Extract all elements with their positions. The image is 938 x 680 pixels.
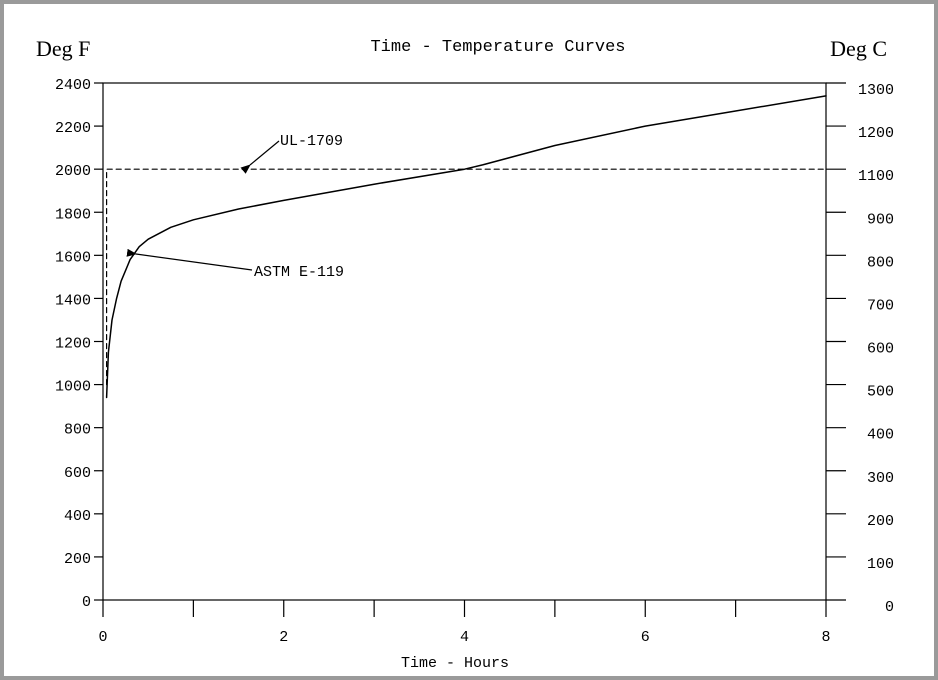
y-left-tick-label: 200 (64, 551, 91, 568)
y-left-tick-label: 1800 (55, 206, 91, 223)
y-left-tick-label: 2200 (55, 120, 91, 137)
y-left-tick-label: 1400 (55, 292, 91, 309)
y-left-tick-label: 2400 (55, 77, 91, 94)
y-left-tick-label: 0 (82, 594, 91, 611)
astm-e119-annotation: ASTM E-119 (254, 264, 344, 281)
y-left-tick-label: 800 (64, 422, 91, 439)
y-right-axis-title: Deg C (830, 36, 887, 61)
plot-area-border (102, 82, 827, 601)
y-right-tick-label: 200 (867, 513, 894, 530)
y-left-tick-label: 1600 (55, 249, 91, 266)
series-layer (105, 95, 827, 399)
x-axis-title: Time - Hours (401, 655, 509, 672)
y-right-tick-label: 100 (867, 556, 894, 573)
y-left-tick-label: 400 (64, 508, 91, 525)
y-right-tick-label: 1300 (858, 82, 894, 99)
x-tick-label: 4 (460, 629, 469, 646)
y-left-axis-title: Deg F (36, 36, 90, 61)
y-left-tick-label: 1200 (55, 336, 91, 353)
y-right-tick-label: 0 (885, 599, 894, 616)
y-right-tick-label: 900 (867, 211, 894, 228)
astm-e119-annotation-arrow (126, 248, 253, 271)
x-tick-label: 0 (98, 629, 107, 646)
y-right-tick-label: 800 (867, 254, 894, 271)
ul-1709-annotation-arrow (240, 140, 280, 174)
y-right-tick-label: 300 (867, 470, 894, 487)
y-right-tick-label: 400 (867, 427, 894, 444)
y-right-tick-label: 700 (867, 297, 894, 314)
x-axis: 0 2 4 6 8 (98, 600, 831, 646)
y-left-tick-label: 1000 (55, 379, 91, 396)
x-tick-label: 2 (279, 629, 288, 646)
x-tick-label: 6 (641, 629, 650, 646)
y-right-axis: 0 100 200 300 400 500 600 700 800 900 1100 1200 1300 (826, 82, 894, 616)
y-left-tick-label: 600 (64, 465, 91, 482)
y-left-tick-label: 2000 (55, 163, 91, 180)
y-right-tick-label: 500 (867, 384, 894, 401)
y-right-tick-label: 600 (867, 341, 894, 358)
x-tick-label: 8 (821, 629, 830, 646)
y-right-tick-label: 1100 (858, 168, 894, 185)
y-right-tick-label: 1200 (858, 125, 894, 142)
y-left-axis: 0 200 400 600 800 1000 1200 1400 1600 1800 2000 220… (55, 77, 103, 611)
ul-1709-series-line (105, 168, 827, 386)
chart-title: Time - Temperature Curves (370, 38, 625, 57)
astm-e-119-series-line (105, 95, 827, 399)
ul-1709-annotation: UL-1709 (280, 133, 343, 150)
